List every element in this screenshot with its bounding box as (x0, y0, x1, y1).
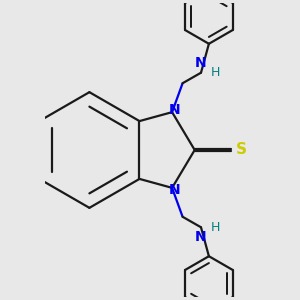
Text: N: N (195, 230, 207, 244)
Text: N: N (169, 184, 181, 197)
Text: N: N (169, 103, 181, 116)
Text: S: S (236, 142, 247, 158)
Text: H: H (211, 221, 220, 234)
Text: H: H (211, 66, 220, 79)
Text: N: N (195, 56, 207, 70)
